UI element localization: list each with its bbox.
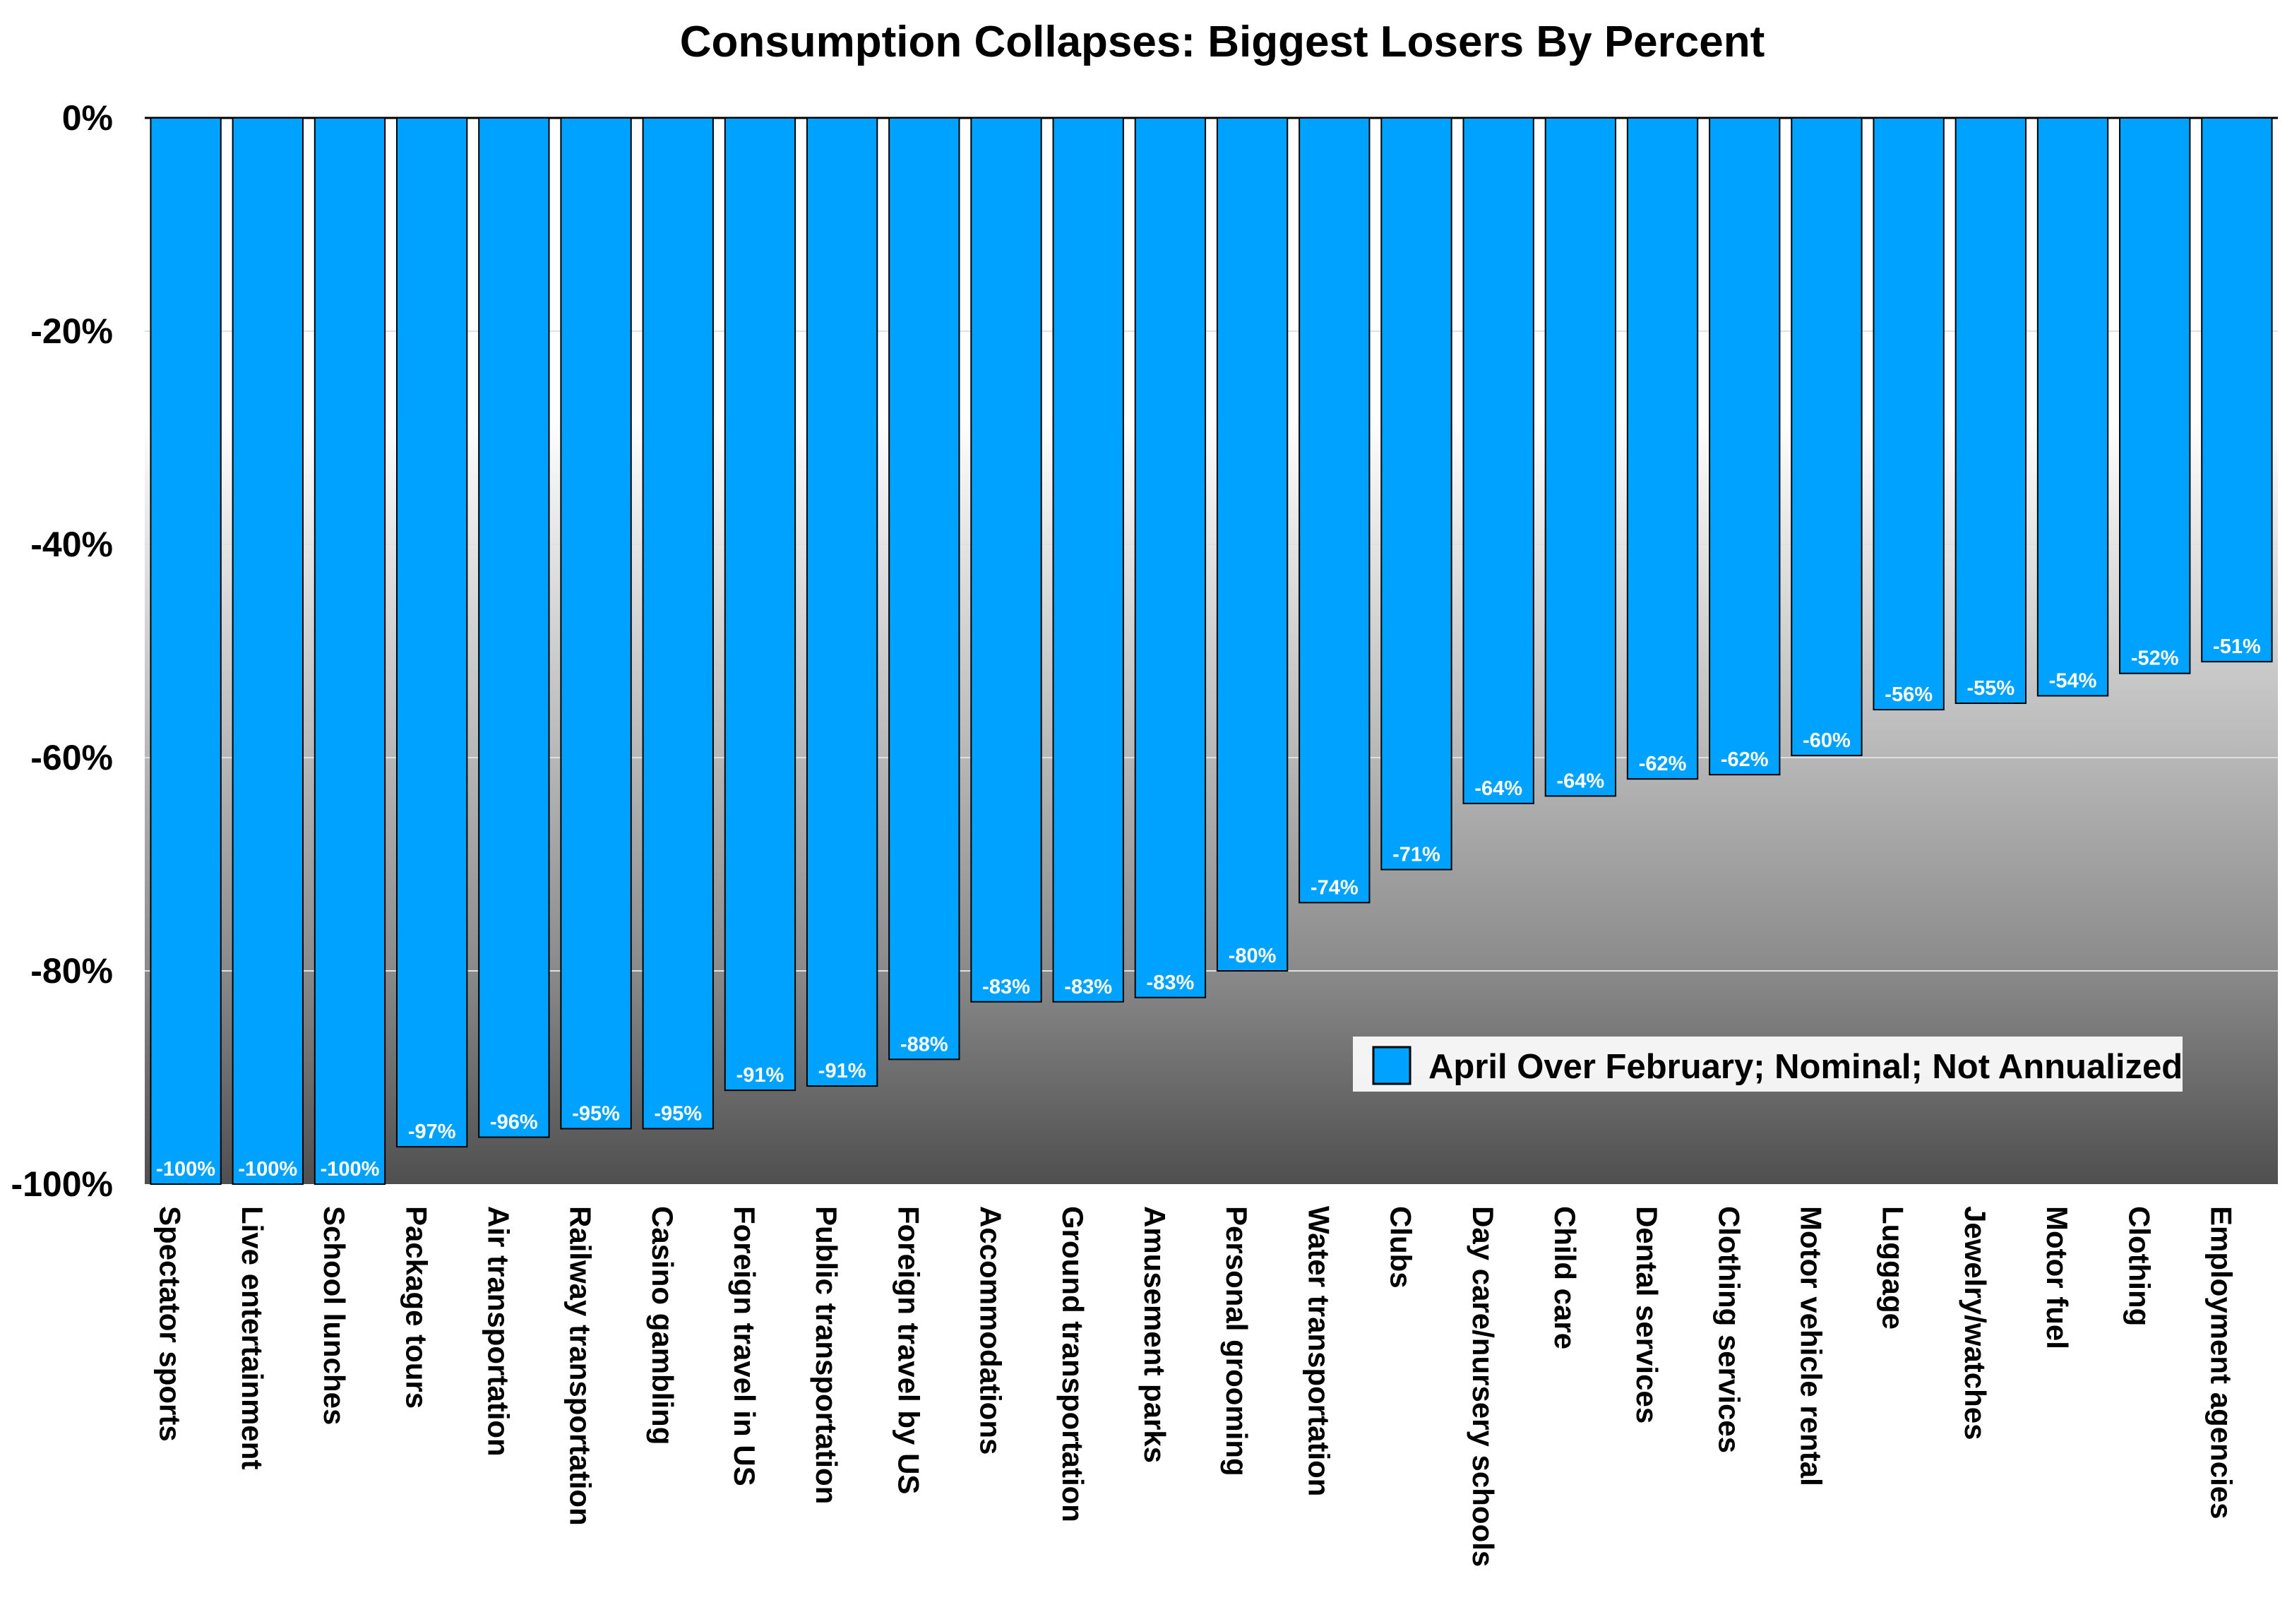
y-tick-label: -100%: [11, 1164, 113, 1204]
x-tick-label: Employment agencies: [2204, 1206, 2238, 1519]
data-label: -60%: [1803, 729, 1851, 752]
data-label: -97%: [408, 1121, 456, 1143]
data-label: -91%: [818, 1060, 866, 1082]
x-tick-label: School lunches: [318, 1206, 351, 1425]
bar: [642, 117, 714, 1130]
x-tick-label: Motor fuel: [2041, 1206, 2074, 1349]
bar: [1544, 117, 1617, 797]
x-tick-label: Foreign travel in US: [728, 1206, 761, 1486]
legend-series-label: April Over February; Nominal; Not Annual…: [1428, 1048, 2183, 1086]
y-axis-ticks: 0% -20% -40% -60% -80% -100%: [11, 98, 113, 1204]
bar: [1791, 117, 1863, 756]
data-label: -95%: [572, 1102, 620, 1125]
bar: [1954, 117, 2027, 704]
x-tick-label: Accommodations: [974, 1206, 1008, 1455]
data-label: -52%: [2131, 647, 2179, 670]
bar: [1299, 117, 1371, 904]
x-tick-label: Dental services: [1630, 1206, 1664, 1423]
bar: [1052, 117, 1124, 1003]
y-tick-label: 0%: [62, 98, 113, 138]
data-label: -71%: [1392, 844, 1440, 866]
y-tick-label: -20%: [30, 311, 113, 351]
bar: [1709, 117, 1781, 776]
bar: [888, 117, 960, 1061]
x-axis-ticks: Spectator sports Live entertainment School…: [154, 1206, 2238, 1567]
data-label: -88%: [900, 1033, 948, 1056]
bar: [1380, 117, 1452, 871]
data-label: -64%: [1474, 777, 1522, 800]
x-tick-label: Jewelry/watches: [1959, 1206, 1992, 1440]
bar: [1626, 117, 1699, 780]
data-label: -83%: [982, 976, 1030, 998]
data-label: -54%: [2049, 669, 2097, 692]
x-tick-label: Package tours: [400, 1206, 433, 1409]
x-tick-label: Ground transportation: [1056, 1206, 1090, 1522]
data-label: -100%: [321, 1158, 380, 1181]
x-tick-label: Amusement parks: [1138, 1206, 1171, 1463]
bar: [2036, 117, 2109, 697]
data-label: -62%: [1639, 753, 1687, 775]
bar: [724, 117, 796, 1092]
data-label: -96%: [490, 1111, 538, 1134]
data-label: -83%: [1147, 972, 1195, 994]
data-labels: -100% -100% -100% -97% -96% -95% -95% -91% -91% -…: [156, 635, 2261, 1181]
x-tick-label: Luggage: [1877, 1206, 1910, 1330]
bar: [2119, 117, 2191, 674]
data-label: -55%: [1966, 677, 2015, 700]
x-tick-label: Live entertainment: [236, 1206, 269, 1469]
x-tick-label: Spectator sports: [154, 1206, 187, 1442]
bar: [806, 117, 878, 1087]
x-tick-label: Motor vehicle rental: [1795, 1206, 1828, 1486]
bar: [1873, 117, 1945, 711]
data-label: -95%: [654, 1102, 702, 1125]
x-tick-label: Foreign travel by US: [892, 1206, 925, 1494]
data-label: -56%: [1885, 683, 1933, 706]
bar: [396, 117, 468, 1148]
y-tick-label: -40%: [30, 525, 113, 564]
bar: [1134, 117, 1207, 998]
bar: [1216, 117, 1289, 972]
x-tick-label: Railway transportation: [564, 1206, 597, 1526]
bar: [970, 117, 1042, 1003]
x-tick-label: Child care: [1548, 1206, 1582, 1349]
bar: [314, 117, 386, 1185]
y-tick-label: -80%: [30, 951, 113, 991]
x-tick-label: Water transportation: [1302, 1206, 1335, 1496]
legend: April Over February; Nominal; Not Annual…: [1353, 1037, 2183, 1092]
data-label: -64%: [1557, 770, 1605, 792]
data-label: -62%: [1721, 748, 1769, 771]
data-label: -74%: [1311, 876, 1359, 899]
bars: [150, 117, 2273, 1185]
x-tick-label: Public transportation: [810, 1206, 843, 1504]
y-tick-label: -60%: [30, 738, 113, 777]
x-tick-label: Day care/nursery schools: [1467, 1206, 1500, 1567]
bar: [1462, 117, 1534, 804]
data-label: -51%: [2213, 635, 2261, 658]
bar: [232, 117, 304, 1185]
bar: [560, 117, 632, 1130]
data-label: -100%: [156, 1158, 215, 1181]
legend-box: [1353, 1037, 2183, 1092]
data-label: -91%: [736, 1064, 784, 1087]
x-tick-label: Casino gambling: [646, 1206, 679, 1445]
chart-title: Consumption Collapses: Biggest Losers By…: [680, 18, 1765, 66]
data-label: -80%: [1229, 945, 1277, 967]
bar: [478, 117, 550, 1138]
legend-swatch: [1372, 1046, 1411, 1085]
x-tick-label: Personal grooming: [1220, 1206, 1253, 1476]
bar: [2201, 117, 2273, 663]
data-label: -83%: [1064, 976, 1112, 998]
x-tick-label: Air transportation: [482, 1206, 515, 1457]
bar: [150, 117, 222, 1185]
x-tick-label: Clubs: [1385, 1206, 1418, 1289]
data-label: -100%: [238, 1158, 297, 1181]
x-tick-label: Clothing services: [1712, 1206, 1745, 1453]
x-tick-label: Clothing: [2123, 1206, 2156, 1326]
